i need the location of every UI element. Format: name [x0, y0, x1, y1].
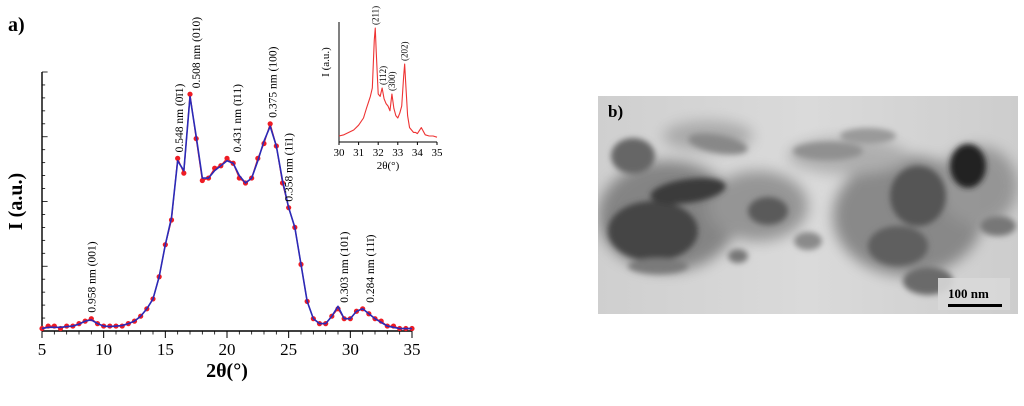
x-tick-label: 30 [342, 340, 359, 359]
y-axis-label: I (a.u.) [320, 47, 332, 77]
peak-annotation: 0.358 nm (1ī1) [284, 133, 296, 202]
x-tick-label: 10 [95, 340, 112, 359]
fit-line [41, 95, 412, 330]
peak-annotation: 0.303 nm (101) [339, 231, 351, 302]
peak-annotation: 0.958 nm (001) [86, 241, 98, 312]
peak-annotation: (202) [400, 42, 410, 62]
peak-annotation: (300) [387, 72, 397, 92]
x-axis-label: 2θ(°) [377, 160, 400, 172]
x-tick-label: 5 [38, 340, 47, 359]
peak-annotation: 0.375 nm (100) [268, 46, 280, 117]
panel-b-label: b) [608, 102, 624, 121]
data-point [267, 121, 273, 127]
x-axis-label: 2θ(°) [206, 360, 248, 382]
x-tick-label: 35 [404, 340, 421, 359]
series-line [338, 27, 438, 138]
tem-micrograph [598, 96, 1018, 314]
scale-bar [948, 304, 1002, 307]
x-tick-label: 20 [219, 340, 236, 359]
panel-a-label: a) [8, 14, 25, 36]
peak-annotation: 0.431 nm (ī11) [232, 84, 244, 152]
data-point [181, 170, 187, 176]
peak-annotation: 0.508 nm (010) [191, 17, 203, 88]
peak-annotation: 0.548 nm (0ī1) [174, 83, 186, 152]
x-tick-label: 34 [412, 147, 424, 159]
y-axis-label: I (a.u.) [5, 173, 27, 230]
x-tick-label: 15 [157, 340, 174, 359]
xrd-chart: 5 10 15 20 25 30 35 0.958 nm (001) 0.548 nm (0ī1… [5, 17, 421, 382]
x-tick-label: 33 [392, 147, 404, 159]
tem-image-panel: b) 100 nm [598, 96, 1018, 314]
x-tick-label: 35 [432, 147, 443, 159]
data-point [175, 155, 181, 161]
x-tick-label: 32 [373, 147, 384, 159]
scale-bar-label: 100 nm [948, 286, 989, 301]
peak-annotation: 0.284 nm (11ī) [365, 234, 377, 302]
peak-annotation: (211) [370, 6, 380, 25]
x-tick-label: 25 [280, 340, 297, 359]
peak-annotation: (112) [378, 66, 388, 85]
inset-chart: 30 31 32 33 34 35 (211) (112)(300)(202) 2θ(°) I (… [320, 6, 443, 172]
data-point [187, 91, 193, 97]
data-point [224, 155, 230, 161]
x-tick-label: 30 [334, 147, 346, 159]
x-tick-label: 31 [353, 147, 364, 159]
data-point [199, 177, 205, 184]
